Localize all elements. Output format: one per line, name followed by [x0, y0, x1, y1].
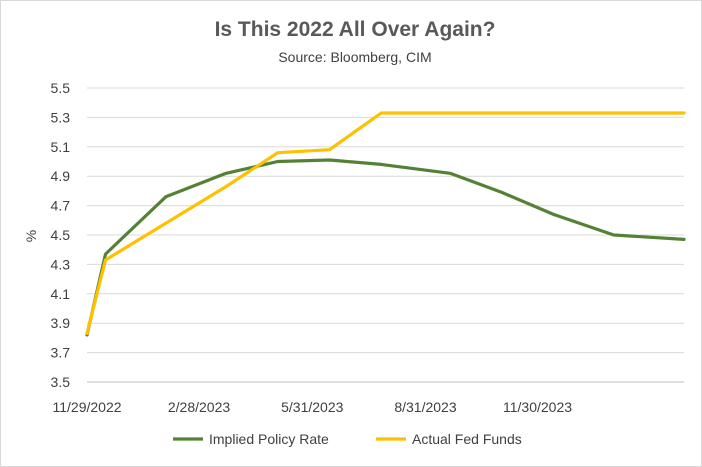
- series-line: [85, 158, 686, 337]
- y-axis-ticks: 3.5 3.7 3.9 4.1 4.3 4.5 4.7 4.9 5.1 5.3 5.5: [51, 80, 71, 390]
- y-tick-label: 5.3: [51, 109, 71, 125]
- series-line: [85, 111, 686, 336]
- x-axis-ticks: 11/29/2022 2/28/2023 5/31/2023 8/31/2023 11/…: [52, 399, 572, 415]
- x-tick-label: 11/29/2022: [52, 399, 121, 415]
- y-tick-label: 4.1: [51, 286, 71, 302]
- x-tick-label: 8/31/2023: [394, 399, 456, 415]
- series-actual-fed-funds: [85, 111, 686, 336]
- y-tick-label: 3.9: [51, 315, 71, 331]
- y-tick-label: 3.5: [51, 374, 71, 390]
- y-axis-label: %: [23, 230, 39, 242]
- y-tick-label: 4.7: [51, 198, 71, 214]
- series-lines: [85, 111, 686, 337]
- legend-label: Implied Policy Rate: [209, 431, 329, 447]
- x-tick-label: 2/28/2023: [168, 399, 230, 415]
- legend-label: Actual Fed Funds: [412, 431, 522, 447]
- chart-subtitle: Source: Bloomberg, CIM: [278, 49, 431, 65]
- gridlines: [87, 87, 684, 383]
- y-tick-label: 5.5: [51, 80, 71, 96]
- legend: Implied Policy Rate Actual Fed Funds: [173, 431, 522, 447]
- chart-title: Is This 2022 All Over Again?: [215, 18, 496, 41]
- y-tick-label: 5.1: [51, 139, 71, 155]
- y-tick-label: 4.9: [51, 168, 71, 184]
- y-tick-label: 4.3: [51, 256, 71, 272]
- y-tick-label: 4.5: [51, 227, 71, 243]
- x-tick-label: 5/31/2023: [281, 399, 343, 415]
- series-implied-policy-rate: [85, 158, 686, 337]
- x-tick-label: 11/30/2023: [503, 399, 572, 415]
- y-tick-label: 3.7: [51, 345, 71, 361]
